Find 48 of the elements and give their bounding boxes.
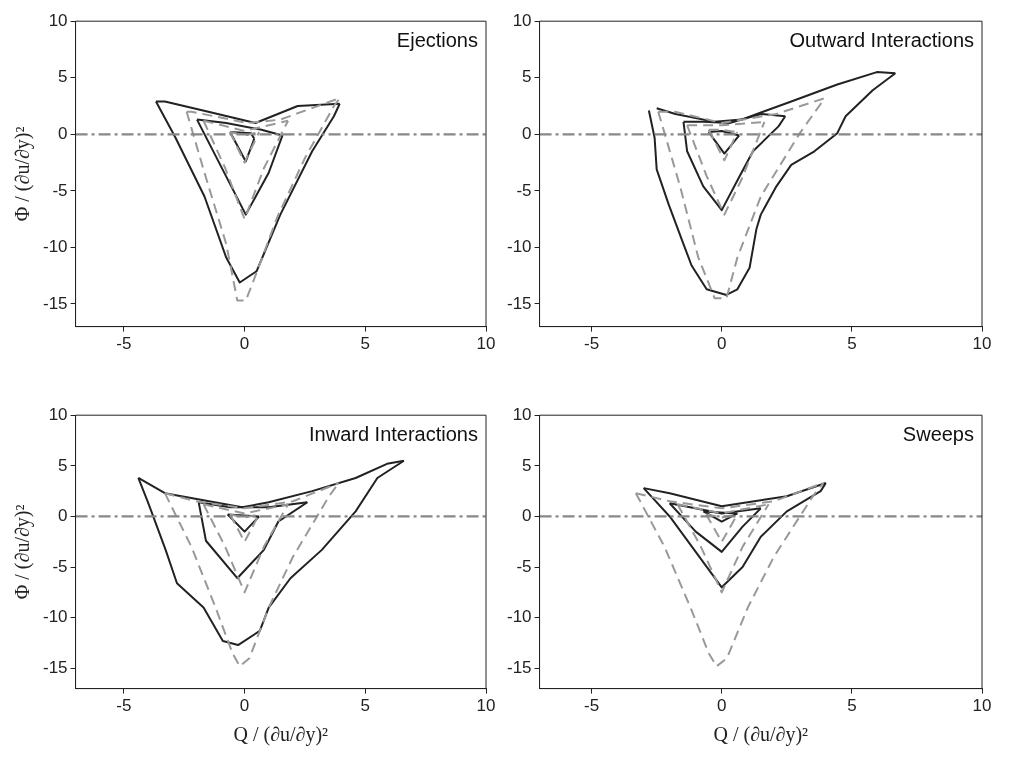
- y-tick-label: -15: [506, 293, 532, 313]
- y-tick-label: 5: [522, 67, 532, 87]
- chart-title: Ejections: [396, 28, 478, 51]
- x-tick-label: 10: [972, 334, 992, 354]
- y-axis-title: Φ / (∂u/∂y)²: [11, 504, 35, 600]
- y-tick-label: -5: [516, 180, 532, 200]
- y-tick-label: 5: [58, 455, 68, 475]
- x-tick-label: 0: [239, 334, 250, 354]
- y-tick-label: -15: [42, 293, 68, 313]
- x-tick-label: 0: [717, 696, 727, 716]
- y-tick-label: -10: [42, 607, 68, 627]
- x-tick-label: 10: [972, 696, 992, 716]
- x-axis-title: Q / (∂u/∂y)²: [713, 723, 809, 747]
- x-tick-label: 5: [847, 696, 857, 716]
- chart-title: Outward Interactions: [789, 28, 974, 51]
- x-tick-label: -5: [584, 696, 600, 716]
- y-tick-label: -10: [506, 607, 532, 627]
- y-tick-label: 10: [48, 10, 68, 30]
- y-tick-label: -10: [42, 237, 68, 257]
- y-tick-label: 10: [512, 404, 532, 424]
- chart-title: Sweeps: [902, 422, 974, 445]
- x-tick-label: 5: [360, 696, 371, 716]
- x-tick-label: 5: [360, 334, 371, 354]
- y-tick-label: -5: [52, 556, 68, 576]
- y-tick-label: 0: [522, 506, 532, 526]
- x-tick-label: -5: [116, 334, 132, 354]
- y-tick-label: 0: [58, 506, 68, 526]
- x-tick-label: 0: [239, 696, 250, 716]
- y-tick-label: 5: [522, 455, 532, 475]
- y-tick-label: -5: [52, 180, 68, 200]
- y-tick-label: 10: [48, 404, 68, 424]
- y-tick-label: -15: [42, 658, 68, 678]
- y-tick-label: 10: [512, 10, 532, 30]
- x-tick-label: 5: [847, 334, 857, 354]
- x-axis-title: Q / (∂u/∂y)²: [233, 723, 329, 747]
- x-tick-label: 10: [476, 334, 496, 354]
- x-tick-label: 0: [717, 334, 727, 354]
- y-tick-label: 0: [58, 124, 68, 143]
- x-tick-label: -5: [584, 334, 600, 354]
- y-tick-label: -5: [516, 556, 532, 576]
- y-tick-label: 5: [58, 67, 68, 87]
- x-tick-label: -5: [116, 696, 132, 716]
- y-tick-label: -15: [506, 658, 532, 678]
- y-axis-title: Φ / (∂u/∂y)²: [11, 126, 35, 222]
- chart-title: Inward Interactions: [309, 422, 478, 445]
- y-tick-label: -10: [506, 237, 532, 257]
- y-tick-label: 0: [522, 124, 532, 143]
- x-tick-label: 10: [476, 696, 496, 716]
